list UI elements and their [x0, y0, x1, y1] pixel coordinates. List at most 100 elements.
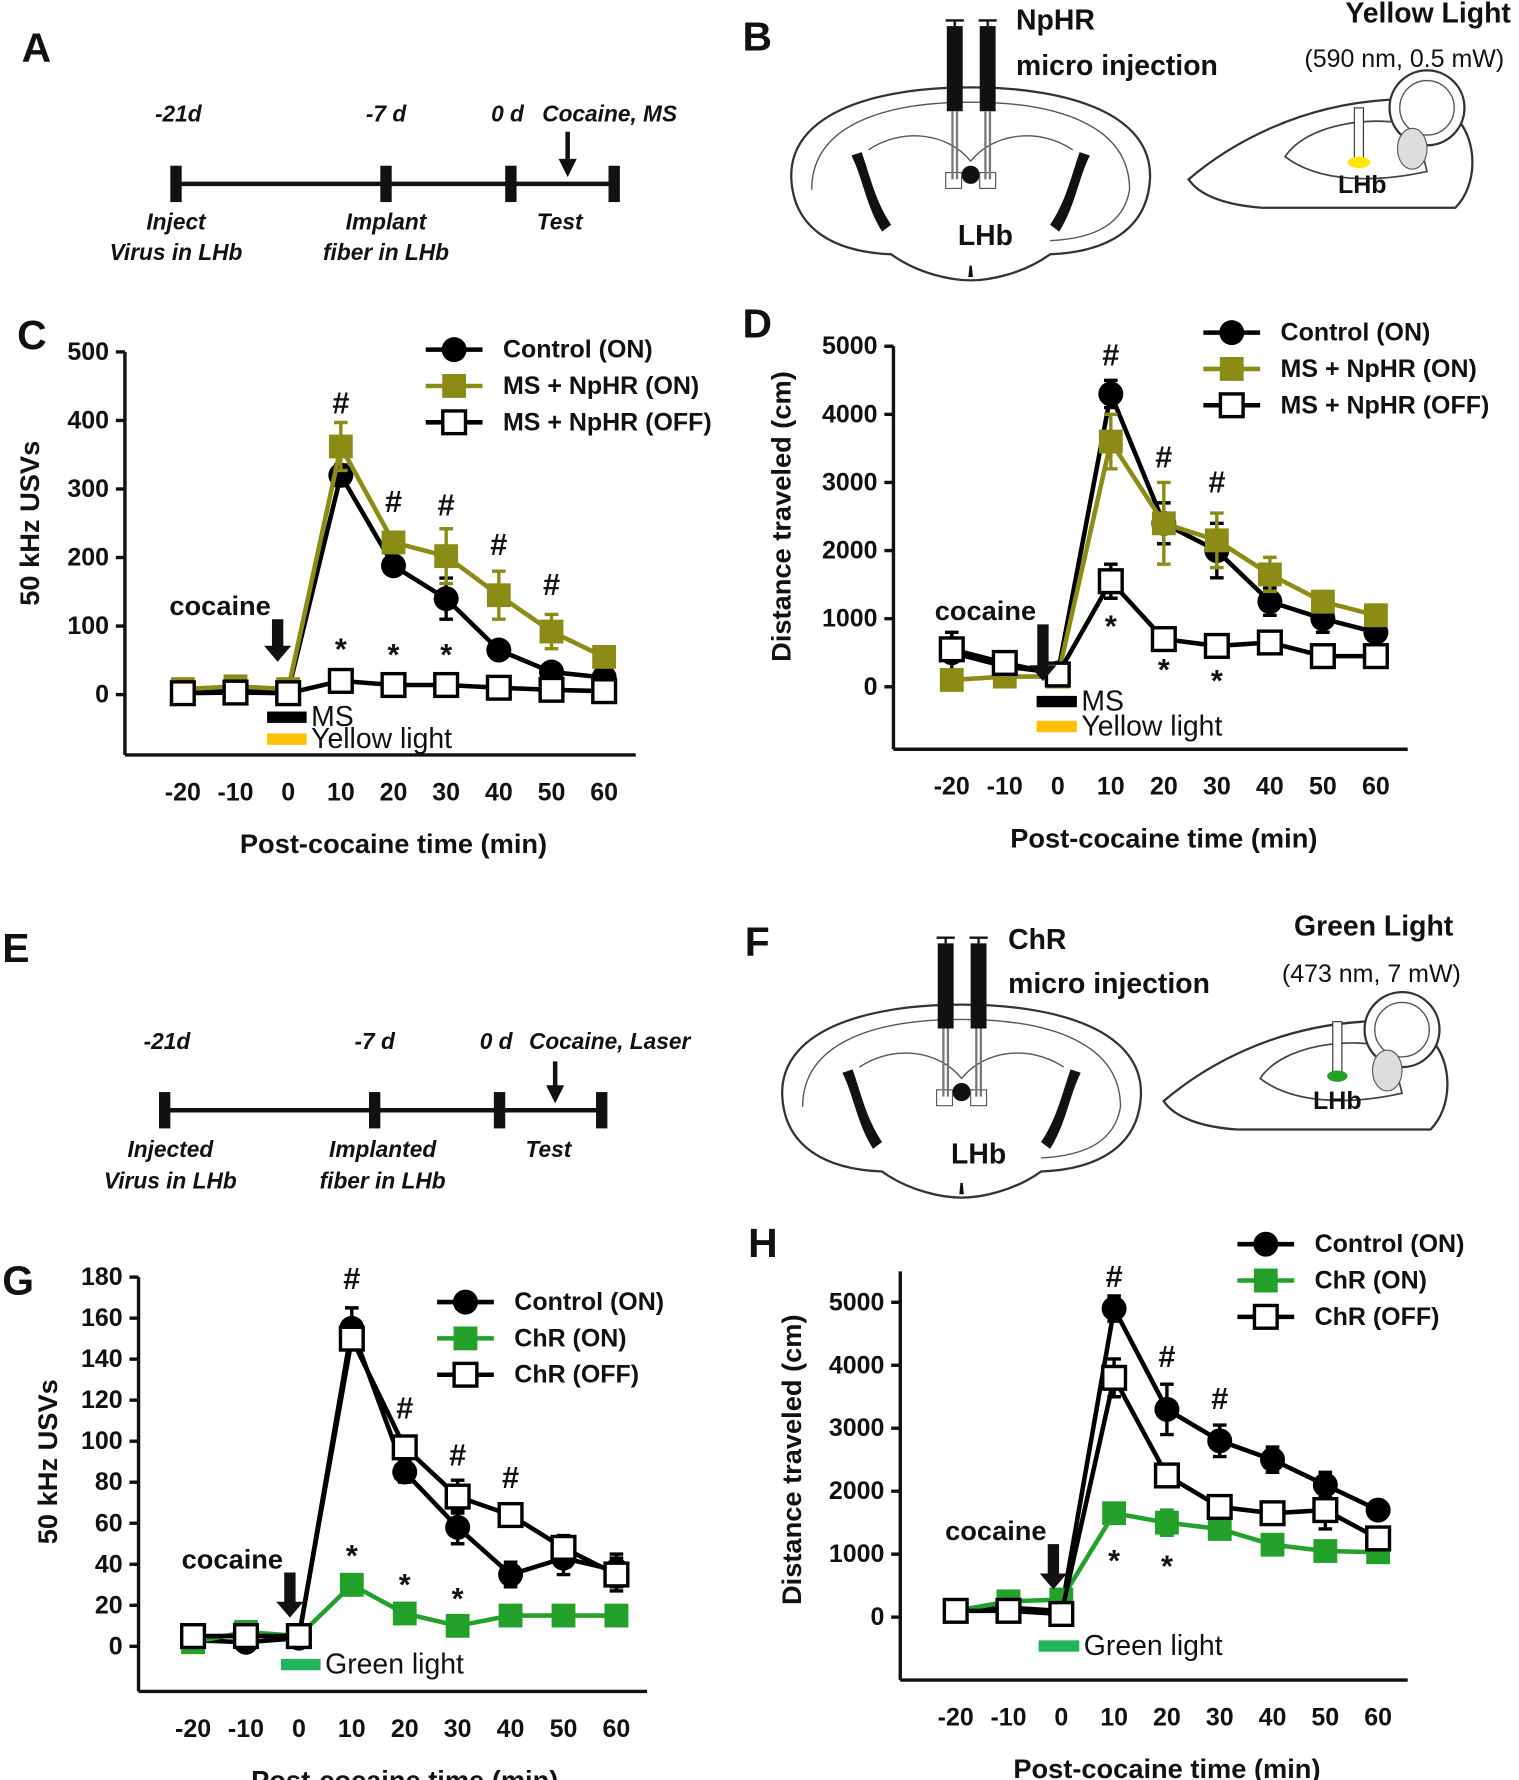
panel-letter: H [748, 1220, 778, 1266]
data-point [1101, 1296, 1127, 1322]
panel-letter: G [2, 1258, 34, 1304]
x-tick-label: 40 [497, 1715, 525, 1743]
timeline-arrow [546, 1085, 565, 1104]
treatment-label: Yellow light [1081, 710, 1222, 742]
x-tick-label: 0 [1054, 1704, 1068, 1732]
y-tick-label: 4000 [829, 1351, 885, 1379]
data-point [1309, 643, 1336, 670]
cocaine-arrow [1039, 1544, 1068, 1590]
treatment-bar [1038, 1640, 1080, 1652]
x-tick-label: 60 [603, 1715, 631, 1743]
treatment-label: Yellow light [311, 723, 452, 755]
timeline-label: Implanted [329, 1136, 437, 1162]
data-point [539, 619, 564, 644]
x-axis-label: Post-cocaine time (min) [251, 1765, 558, 1780]
y-tick-label: 300 [67, 475, 109, 503]
legend-label: MS + NpHR (ON) [503, 372, 699, 400]
data-point [1365, 1497, 1391, 1523]
y-tick-label: 2000 [829, 1477, 885, 1505]
region-label: LHb [951, 1139, 1006, 1171]
y-tick-label: 100 [67, 612, 109, 640]
light-spec: (473 nm, 7 mW) [1282, 960, 1461, 988]
data-point [1151, 511, 1176, 536]
y-tick-label: 140 [81, 1345, 123, 1373]
significance-mark: * [1158, 653, 1170, 687]
data-point [1154, 1396, 1180, 1422]
x-axis-label: Post-cocaine time (min) [1013, 1753, 1320, 1780]
legend-marker [452, 1361, 479, 1388]
y-tick-label: 80 [95, 1468, 123, 1496]
panel-letter: A [22, 25, 52, 71]
x-tick-label: 60 [1362, 773, 1390, 801]
light-spot [1327, 1070, 1348, 1082]
y-tick-label: 200 [67, 544, 109, 572]
data-point [445, 1613, 470, 1638]
timeline-label: fiber in LHb [320, 1168, 446, 1194]
cocaine-label: cocaine [945, 1515, 1046, 1546]
timeline-label: 0 d [480, 1028, 514, 1054]
data-point [381, 530, 406, 555]
significance-mark: * [1105, 610, 1117, 644]
y-tick-label: 3000 [829, 1414, 885, 1442]
data-point [995, 1597, 1022, 1624]
x-tick-label: 50 [1309, 773, 1337, 801]
legend-marker [1253, 1231, 1279, 1257]
significance-mark: # [332, 386, 349, 420]
sagittal-brain [1162, 991, 1449, 1131]
data-point [339, 1572, 364, 1597]
x-tick-label: -20 [175, 1715, 211, 1743]
timeline-label: Injected [127, 1136, 214, 1162]
x-tick-label: 0 [1051, 773, 1065, 801]
legend-label: ChR (ON) [1315, 1267, 1427, 1295]
construct-label: ChR [1008, 924, 1066, 956]
timeline-label: Virus in LHb [104, 1168, 237, 1194]
timeline-label: -7 d [354, 1028, 395, 1054]
data-point [538, 676, 565, 703]
light-spec: (590 nm, 0.5 mW) [1304, 45, 1504, 73]
legend-marker [441, 337, 467, 363]
timeline-tick [505, 165, 517, 203]
data-point [179, 1623, 207, 1650]
treatment-label: MS [1081, 686, 1124, 718]
y-tick-label: 40 [95, 1550, 123, 1578]
x-tick-label: -10 [217, 778, 253, 806]
data-point [1098, 381, 1124, 407]
significance-mark: * [399, 1568, 411, 1602]
y-axis-label: Distance traveled (cm) [776, 1314, 807, 1605]
timeline-tick [608, 165, 620, 203]
data-point [942, 1597, 969, 1624]
data-point [1102, 1501, 1127, 1526]
data-point [433, 671, 460, 699]
y-tick-label: 5000 [822, 332, 878, 360]
data-point [1206, 1493, 1233, 1520]
timeline-tick [380, 165, 392, 203]
panel-letter: D [742, 301, 772, 347]
legend-label: ChR (ON) [514, 1324, 626, 1352]
cocaine-label: cocaine [182, 1543, 283, 1574]
x-tick-label: 50 [550, 1715, 578, 1743]
data-point [1362, 643, 1389, 670]
significance-mark: # [1102, 338, 1119, 372]
y-tick-label: 180 [81, 1263, 123, 1291]
light-spot [1347, 156, 1371, 169]
x-tick-label: 60 [590, 778, 618, 806]
x-tick-label: 10 [338, 1715, 366, 1743]
y-tick-label: 0 [864, 673, 878, 701]
legend-label: MS + NpHR (ON) [1281, 355, 1477, 383]
y-tick-label: 400 [67, 406, 109, 434]
cocaine-arrow [276, 1572, 304, 1618]
x-tick-label: 60 [1364, 1704, 1392, 1732]
treatment-label: Green light [325, 1649, 464, 1681]
legend-marker [442, 374, 467, 398]
significance-mark: # [490, 528, 507, 562]
x-tick-label: -10 [987, 773, 1023, 801]
data-point [1101, 1364, 1128, 1391]
timeline-tick [493, 1092, 506, 1129]
y-axis-label: 50 kHz USVs [32, 1379, 63, 1544]
construct-label: NpHR [1016, 4, 1095, 36]
x-tick-label: 0 [292, 1715, 306, 1743]
method-label: micro injection [1016, 50, 1218, 82]
x-tick-label: 40 [1256, 773, 1284, 801]
